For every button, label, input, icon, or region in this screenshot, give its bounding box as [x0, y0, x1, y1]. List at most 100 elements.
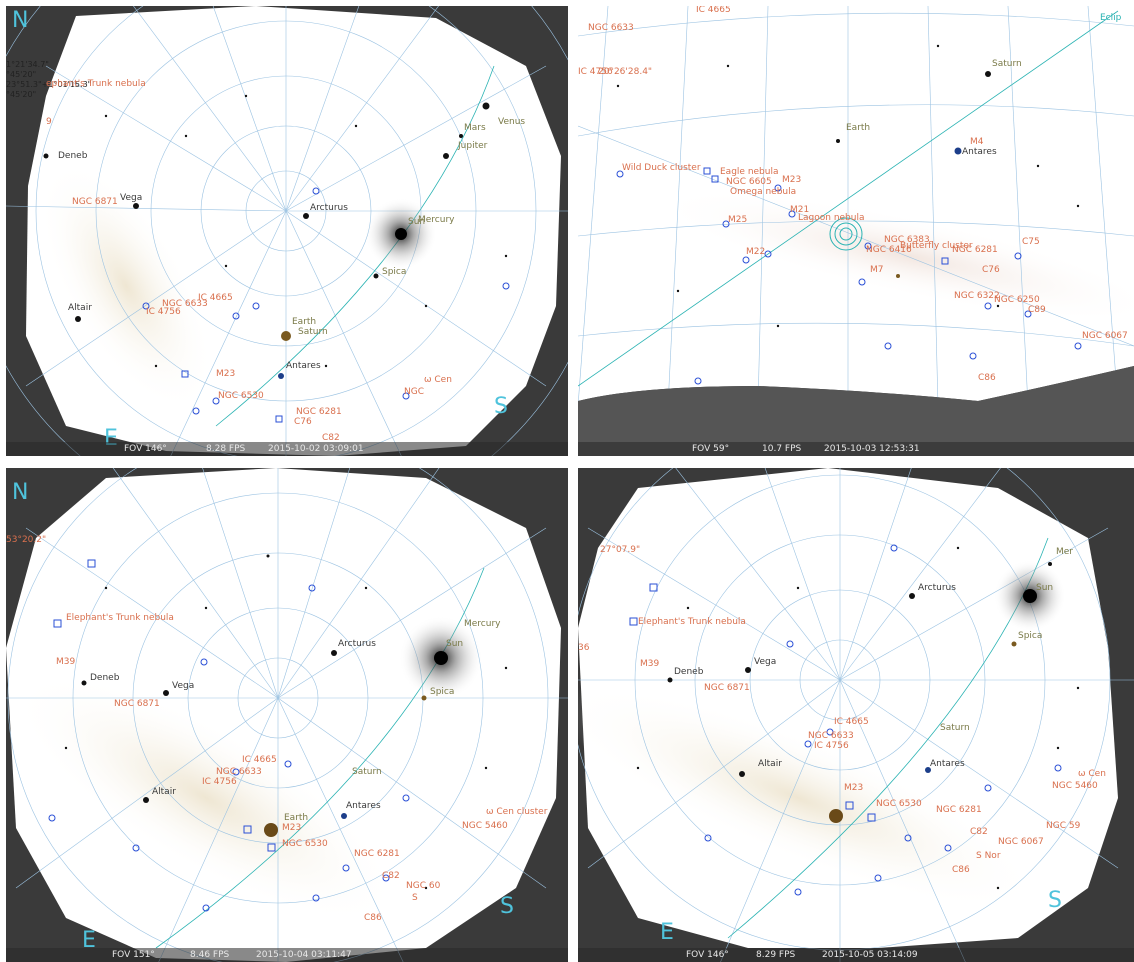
label-m21[interactable]: M21	[790, 205, 810, 215]
label-ic4756[interactable]: IC 4756	[202, 777, 237, 787]
label-earth[interactable]: Earth	[284, 813, 309, 823]
sky-view-panel-1[interactable]: 1°21'34.7" °45'20" 23°51.3"+1°01'15.3" °…	[6, 6, 568, 456]
label-ngc6383[interactable]: NGC 6383	[884, 235, 930, 245]
sky-view-panel-4[interactable]: 27°07.9" Mer Sun Arcturus Spica Elephant…	[578, 468, 1134, 962]
label-eagle-nebula[interactable]: Eagle nebula	[720, 167, 779, 177]
label-ic4756[interactable]: IC 4756	[146, 307, 181, 317]
label-saturn[interactable]: Saturn	[940, 723, 970, 733]
label-c89[interactable]: C89	[1028, 305, 1046, 315]
label-ngc6281[interactable]: NGC 6281	[936, 805, 982, 815]
label-deneb[interactable]: Deneb	[90, 673, 120, 683]
label-altair[interactable]: Altair	[152, 787, 176, 797]
label-ngc6871[interactable]: NGC 6871	[114, 699, 160, 709]
label-arcturus[interactable]: Arcturus	[338, 639, 376, 649]
label-altair[interactable]: Altair	[68, 303, 92, 313]
label-saturn[interactable]: Saturn	[352, 767, 382, 777]
label-mars[interactable]: Mars	[464, 123, 486, 133]
label-omega-cen-cluster[interactable]: ω Cen cluster	[486, 807, 548, 817]
label-saturn[interactable]: Saturn	[992, 59, 1022, 69]
label-ngc6605[interactable]: NGC 6605	[726, 177, 772, 187]
label-ngc6871[interactable]: NGC 6871	[72, 197, 118, 207]
label-spica[interactable]: Spica	[1018, 631, 1043, 641]
label-c82[interactable]: C82	[322, 433, 340, 443]
label-m23[interactable]: M23	[216, 369, 236, 379]
label-ngc6530[interactable]: NGC 6530	[218, 391, 264, 401]
label-ngc5460[interactable]: NGC 5460	[462, 821, 508, 831]
label-ngc6067[interactable]: NGC 60	[406, 881, 441, 891]
label-ngc6281[interactable]: NGC 6281	[354, 849, 400, 859]
label-omega-nebula[interactable]: Omega nebula	[730, 187, 797, 197]
label-mercury[interactable]: Mercury	[464, 619, 501, 629]
label-antares[interactable]: Antares	[930, 759, 965, 769]
label-c76[interactable]: C76	[982, 265, 1000, 275]
label-vega[interactable]: Vega	[120, 193, 143, 203]
label-m22[interactable]: M22	[746, 247, 766, 257]
label-m39[interactable]: M39	[640, 659, 660, 669]
sky-view-panel-3[interactable]: 53°20.2" Elephant's Trunk nebula M39 Den…	[6, 468, 568, 962]
label-ngc6530[interactable]: NGC 6530	[282, 839, 328, 849]
label-arcturus[interactable]: Arcturus	[918, 583, 956, 593]
label-ic4665[interactable]: IC 4665	[198, 293, 233, 303]
label-m7[interactable]: M7	[870, 265, 884, 275]
label-omega-cen[interactable]: ω Cen	[1078, 769, 1106, 779]
sky-map[interactable]	[578, 6, 1134, 456]
label-s-nor[interactable]: S Nor	[976, 851, 1001, 861]
label-ngc6530[interactable]: NGC 6530	[876, 799, 922, 809]
label-ngc6633[interactable]: NGC 6633	[162, 299, 208, 309]
label-antares[interactable]: Antares	[286, 361, 321, 371]
label-elephants-trunk-nebula[interactable]: Elephant's Trunk nebula	[66, 613, 174, 623]
label-m25[interactable]: M25	[728, 215, 748, 225]
label-mercury[interactable]: Mer	[1056, 547, 1074, 557]
label-ngc6633[interactable]: NGC 6633	[588, 23, 634, 33]
sky-map[interactable]	[578, 468, 1134, 962]
label-lagoon-nebula[interactable]: Lagoon nebula	[798, 213, 865, 223]
label-jupiter[interactable]: Jupiter	[458, 141, 488, 151]
label-ngc6067[interactable]: NGC 6067	[1082, 331, 1128, 341]
label-sun[interactable]: Sun	[446, 639, 464, 649]
label-mercury[interactable]: Mercury	[418, 215, 455, 225]
label-sun[interactable]: Sun	[408, 217, 426, 227]
label-sun[interactable]: Sun	[1036, 583, 1054, 593]
label-ngc59[interactable]: NGC 59	[1046, 821, 1081, 831]
label-elephants-trunk-nebula[interactable]: Elephant's Trunk nebula	[638, 617, 746, 627]
label-elephants-trunk-nebula[interactable]: ephant's Trunk nebula	[46, 79, 146, 89]
label-nine[interactable]: 9	[46, 117, 52, 127]
label-omega-cen[interactable]: ω Cen	[424, 375, 452, 385]
label-ic4665[interactable]: IC 4665	[242, 755, 277, 765]
label-ngc6633[interactable]: NGC 6633	[808, 731, 854, 741]
label-deneb[interactable]: Deneb	[58, 151, 88, 161]
label-c86[interactable]: C86	[952, 865, 970, 875]
label-ngc6250[interactable]: NGC 6250	[994, 295, 1040, 305]
label-ngc5460[interactable]: NGC 5460	[1052, 781, 1098, 791]
label-venus[interactable]: Venus	[498, 117, 526, 127]
label-antares[interactable]: Antares	[962, 147, 997, 157]
label-ngc6322[interactable]: NGC 6322	[954, 291, 1000, 301]
label-c82[interactable]: C82	[970, 827, 988, 837]
label-earth[interactable]: Earth	[846, 123, 871, 133]
label-ngc[interactable]: NGC	[404, 387, 424, 397]
sky-map[interactable]	[6, 468, 568, 962]
label-spica[interactable]: Spica	[430, 687, 455, 697]
label-c86[interactable]: C86	[364, 913, 382, 923]
label-36[interactable]: 36	[578, 643, 590, 653]
label-c76[interactable]: C76	[294, 417, 312, 427]
label-ic4665[interactable]: IC 4665	[696, 6, 731, 15]
label-ngc6871[interactable]: NGC 6871	[704, 683, 750, 693]
label-ngc6633[interactable]: NGC 6633	[216, 767, 262, 777]
label-m4[interactable]: M4	[970, 137, 984, 147]
label-ic4756[interactable]: IC 4756	[578, 67, 613, 77]
label-ngc6281[interactable]: NGC 6281	[952, 245, 998, 255]
label-saturn[interactable]: Saturn	[298, 327, 328, 337]
label-ic4665[interactable]: IC 4665	[834, 717, 869, 727]
label-c86[interactable]: C86	[978, 373, 996, 383]
label-m23[interactable]: M23	[282, 823, 302, 833]
label-ngc6281[interactable]: NGC 6281	[296, 407, 342, 417]
label-vega[interactable]: Vega	[754, 657, 777, 667]
sky-map[interactable]	[6, 6, 568, 456]
label-ngc6416[interactable]: NGC 6416	[866, 245, 912, 255]
label-spica[interactable]: Spica	[382, 267, 407, 277]
label-m39[interactable]: M39	[56, 657, 76, 667]
label-s[interactable]: S	[412, 893, 418, 903]
label-wild-duck-cluster[interactable]: Wild Duck cluster	[622, 163, 701, 173]
label-butterfly-cluster[interactable]: Butterfly cluster	[900, 241, 973, 251]
